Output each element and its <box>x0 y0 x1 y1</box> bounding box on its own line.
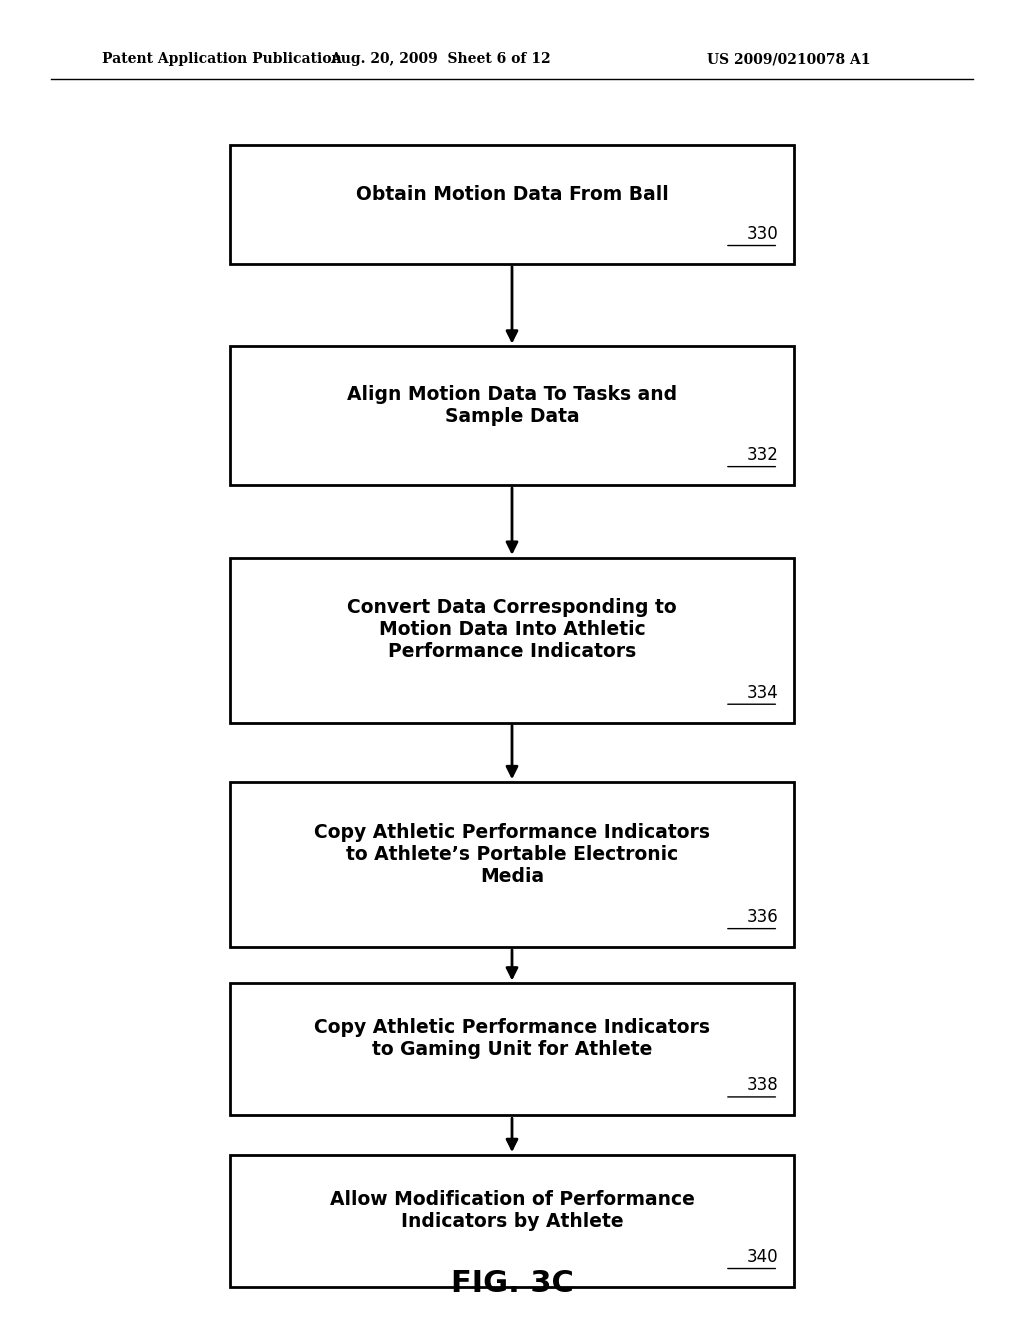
Text: 332: 332 <box>746 446 778 463</box>
Text: Align Motion Data To Tasks and
Sample Data: Align Motion Data To Tasks and Sample Da… <box>347 384 677 426</box>
Text: Allow Modification of Performance
Indicators by Athlete: Allow Modification of Performance Indica… <box>330 1189 694 1232</box>
Text: 340: 340 <box>746 1247 778 1266</box>
FancyBboxPatch shape <box>230 781 794 948</box>
Text: US 2009/0210078 A1: US 2009/0210078 A1 <box>707 53 870 66</box>
Text: 336: 336 <box>746 908 778 927</box>
FancyBboxPatch shape <box>230 557 794 722</box>
Text: 330: 330 <box>746 224 778 243</box>
Text: 334: 334 <box>746 684 778 702</box>
Text: Obtain Motion Data From Ball: Obtain Motion Data From Ball <box>355 185 669 203</box>
Text: FIG. 3C: FIG. 3C <box>451 1269 573 1298</box>
Text: Copy Athletic Performance Indicators
to Athlete’s Portable Electronic
Media: Copy Athletic Performance Indicators to … <box>314 822 710 886</box>
FancyBboxPatch shape <box>230 346 794 484</box>
Text: Copy Athletic Performance Indicators
to Gaming Unit for Athlete: Copy Athletic Performance Indicators to … <box>314 1018 710 1060</box>
Text: 338: 338 <box>746 1076 778 1094</box>
FancyBboxPatch shape <box>230 1155 794 1287</box>
Text: Convert Data Corresponding to
Motion Data Into Athletic
Performance Indicators: Convert Data Corresponding to Motion Dat… <box>347 598 677 661</box>
FancyBboxPatch shape <box>230 983 794 1115</box>
Text: Aug. 20, 2009  Sheet 6 of 12: Aug. 20, 2009 Sheet 6 of 12 <box>330 53 551 66</box>
Text: Patent Application Publication: Patent Application Publication <box>102 53 342 66</box>
FancyBboxPatch shape <box>230 145 794 264</box>
